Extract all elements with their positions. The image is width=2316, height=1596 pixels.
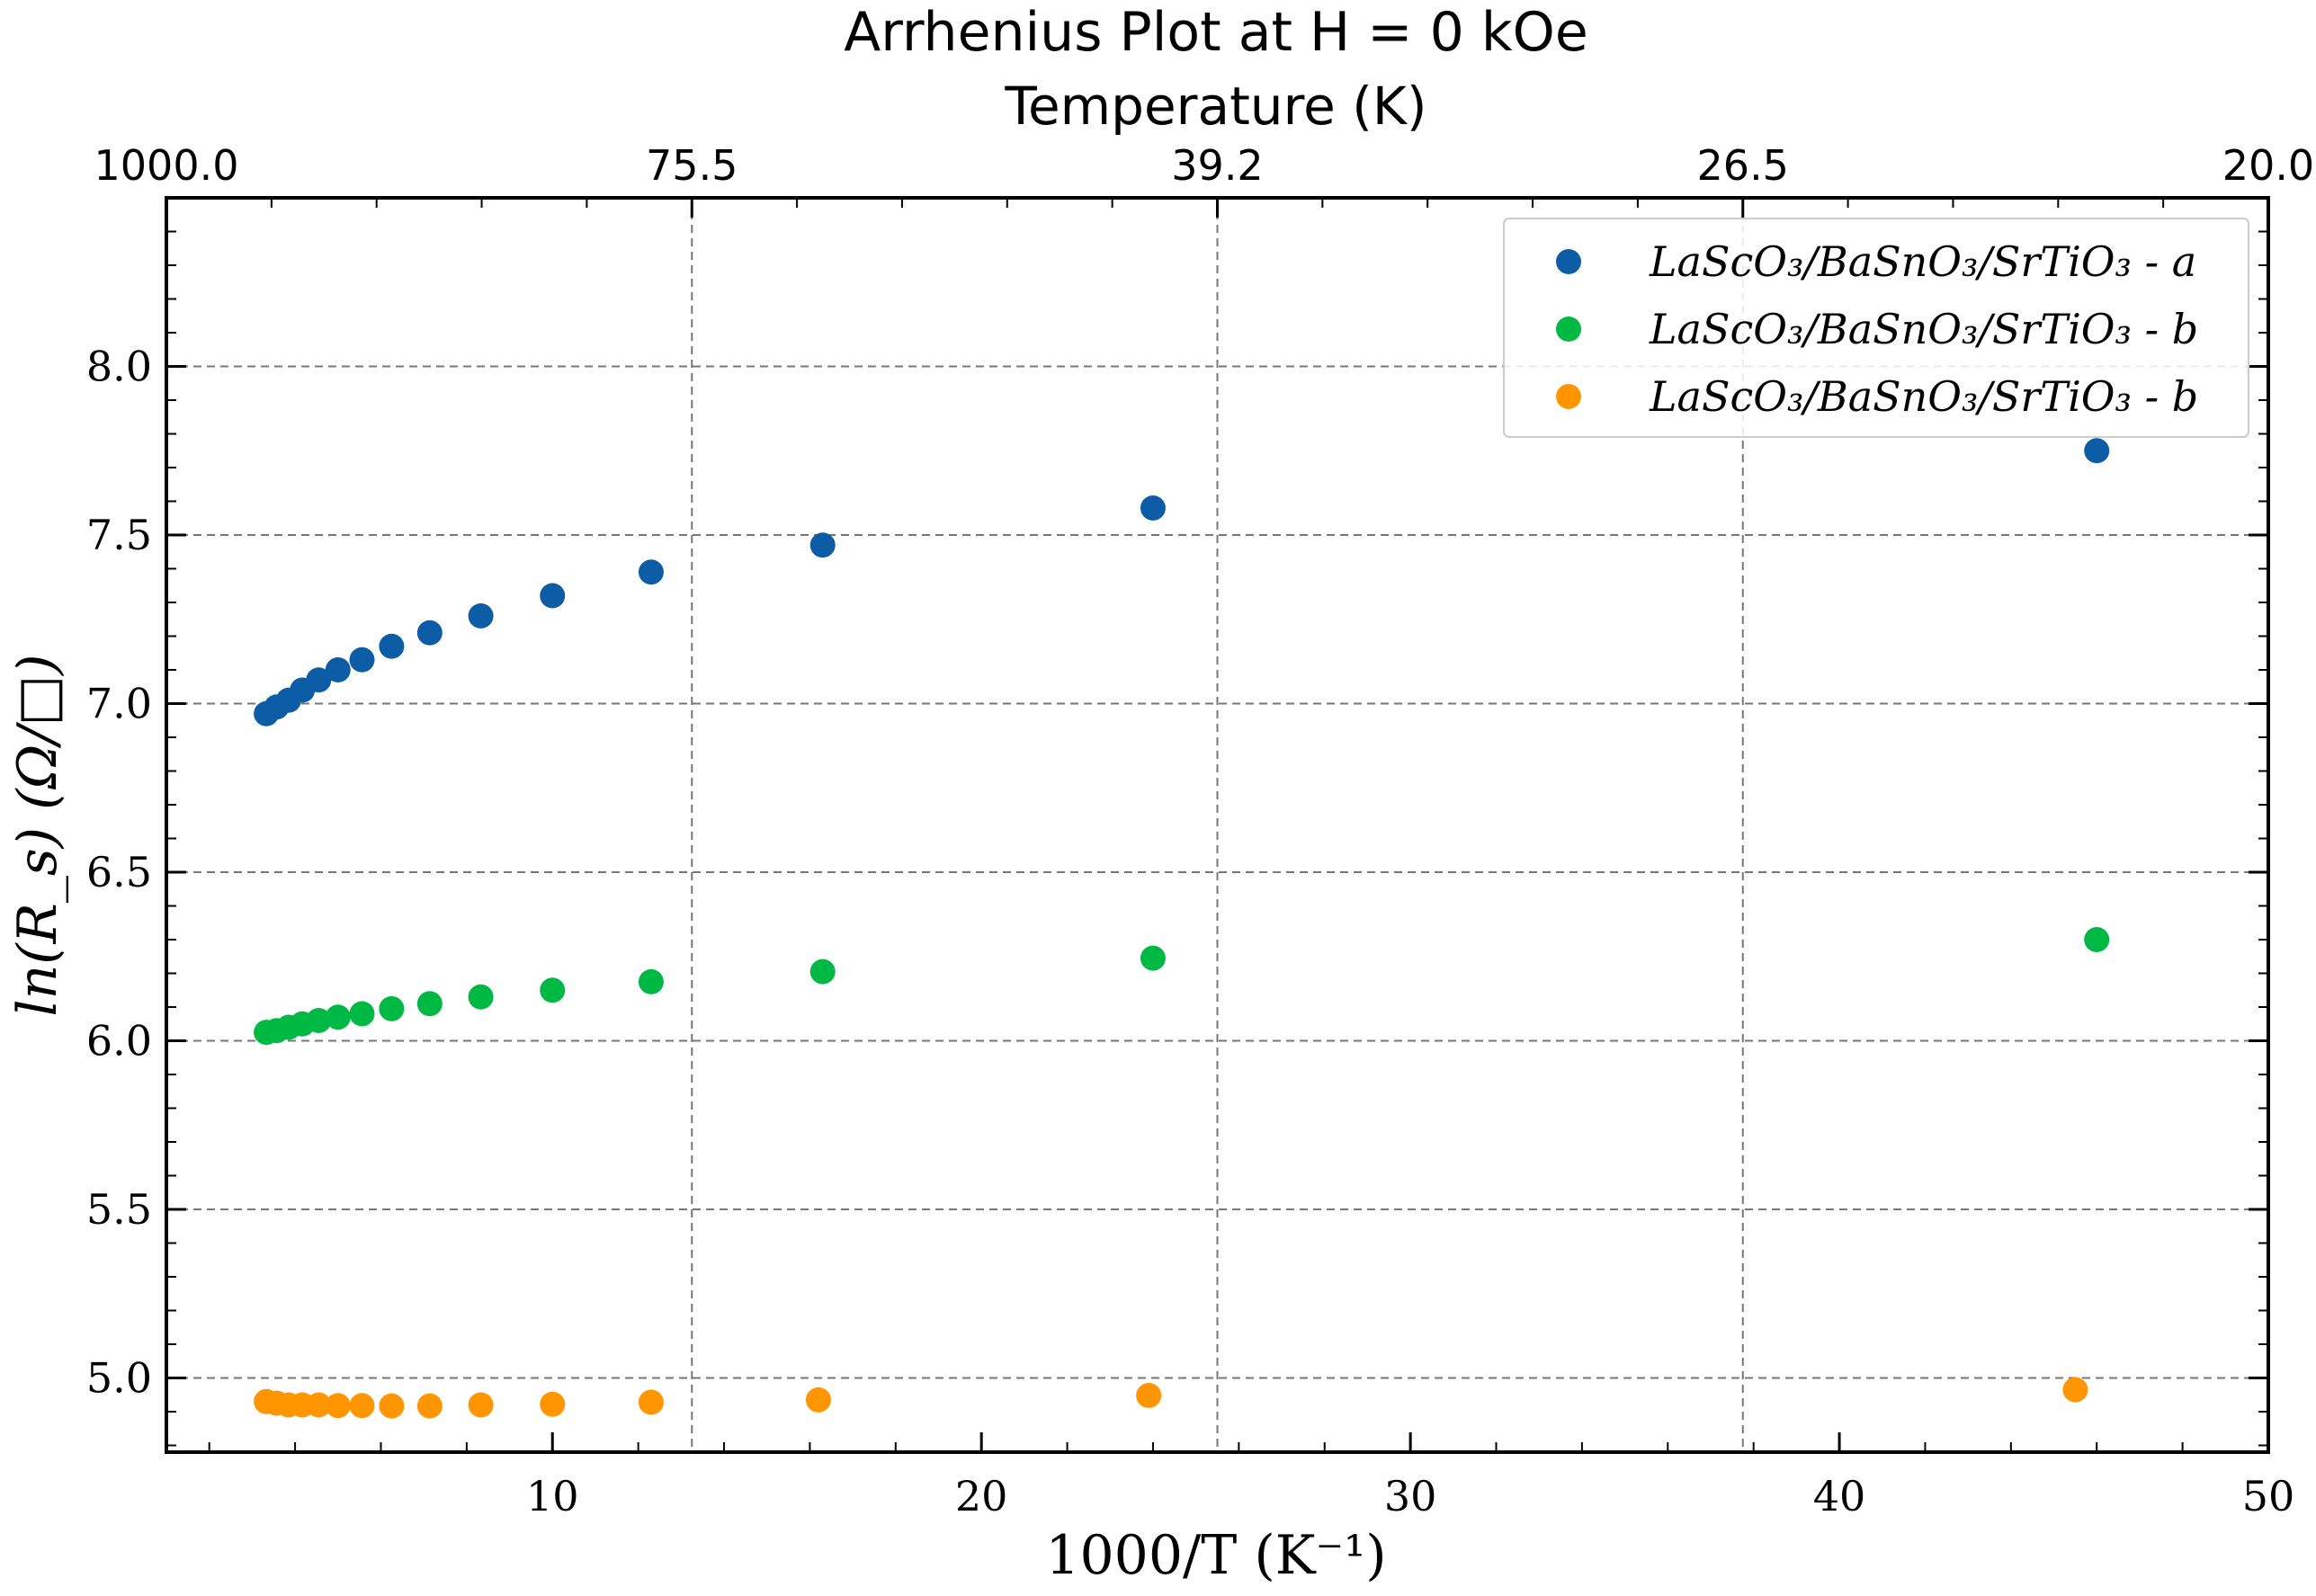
top-tick-label: 1000.0 [94,141,239,190]
data-point-series-1 [1140,495,1166,521]
legend-marker [1556,317,1581,342]
data-point-series-3 [805,1386,831,1413]
x-tick-label: 20 [955,1472,1008,1520]
data-point-series-2 [416,991,443,1017]
data-point-series-2 [349,1001,375,1027]
data-point-series-3 [1136,1383,1162,1408]
legend-box [1503,218,2249,438]
x-tick-label: 10 [526,1472,579,1520]
legend-marker [1556,249,1581,274]
data-point-series-3 [306,1392,332,1418]
data-points [254,438,2110,1419]
data-point-series-1 [2084,438,2110,464]
data-point-series-2 [540,977,566,1003]
data-point-series-1 [416,620,443,646]
x-tick-label: 40 [1813,1472,1866,1520]
legend-label: LaScO₃/BaSnO₃/SrTiO₃ - b [1649,372,2198,421]
x-tick-label: 50 [2242,1472,2295,1520]
data-point-series-1 [379,633,405,659]
y-tick-label: 7.0 [86,680,152,728]
legend-label: LaScO₃/BaSnO₃/SrTiO₃ - a [1649,237,2196,286]
y-tick-label: 8.0 [86,343,152,391]
x-tick-label: 30 [1384,1472,1437,1520]
y-tick-label: 6.5 [86,848,152,896]
data-point-series-2 [468,984,494,1010]
data-point-series-3 [325,1393,351,1419]
legend-marker [1556,384,1581,409]
data-point-series-3 [2062,1377,2088,1403]
data-point-series-2 [325,1004,351,1030]
data-point-series-3 [416,1393,443,1419]
x-axis-label: 1000/T (K⁻¹) [1045,1524,1386,1587]
data-point-series-2 [638,968,664,994]
top-tick-label: 39.2 [1171,141,1263,190]
data-point-series-1 [638,559,664,585]
data-point-series-1 [349,646,375,673]
y-tick-label: 6.0 [86,1017,152,1065]
y-tick-label: 7.5 [86,511,152,559]
data-point-series-1 [325,657,351,682]
data-point-series-2 [809,958,836,985]
chart-title: Arrhenius Plot at H = 0 kOe [844,1,1587,64]
axis-tick-labels: 10 20 30 40 50 5.0 5.5 6.0 6.5 7.0 7.5 8.0 1000.0 75.… [86,141,2314,1520]
y-tick-label: 5.5 [86,1185,152,1234]
data-point-series-3 [638,1389,664,1415]
data-point-series-3 [349,1393,375,1419]
data-point-series-3 [540,1391,566,1417]
data-point-series-2 [379,995,405,1021]
data-point-series-2 [2084,927,2110,952]
y-axis-label: ln(R_s) (Ω/□) [6,654,69,1016]
y-tick-label: 5.0 [86,1354,152,1403]
top-tick-label: 75.5 [646,141,738,190]
top-tick-label: 26.5 [1697,141,1789,190]
data-point-series-2 [306,1008,332,1033]
data-point-series-1 [540,583,566,609]
top-tick-label: 20.0 [2222,141,2314,190]
top-axis-label: Temperature (K) [1004,76,1426,137]
data-point-series-3 [379,1393,405,1419]
legend-label: LaScO₃/BaSnO₃/SrTiO₃ - b [1649,305,2198,353]
data-point-series-1 [809,532,836,558]
data-point-series-1 [468,603,494,629]
data-point-series-1 [306,667,332,693]
legend: LaScO₃/BaSnO₃/SrTiO₃ - a LaScO₃/BaSnO₃/Sr… [1503,218,2249,438]
data-point-series-3 [468,1392,494,1418]
plot-frame [165,196,2270,1454]
data-point-series-2 [1140,945,1166,971]
